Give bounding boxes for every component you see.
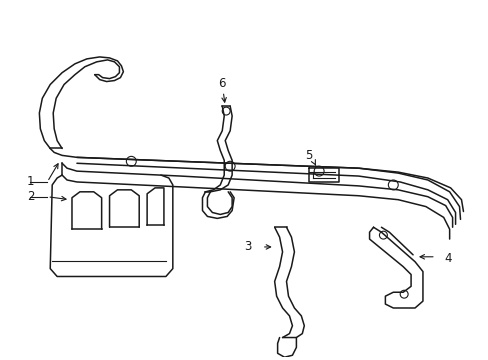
- Text: 2: 2: [27, 190, 34, 203]
- Text: 5: 5: [305, 149, 312, 162]
- Text: 3: 3: [244, 240, 251, 253]
- Text: 4: 4: [443, 252, 450, 265]
- Text: 1: 1: [27, 175, 34, 189]
- Text: 6: 6: [218, 77, 225, 90]
